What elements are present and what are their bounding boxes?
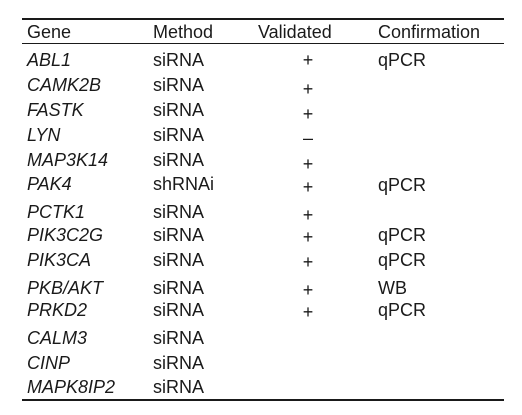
method-cell: siRNA: [153, 250, 205, 270]
validated-cell: +: [302, 177, 314, 197]
method-cell: siRNA: [153, 50, 205, 70]
validated-cell: +: [302, 302, 314, 322]
method-cell: siRNA: [153, 75, 205, 95]
method-cell: siRNA: [153, 300, 205, 320]
method-cell: siRNA: [153, 202, 205, 222]
method-cell: siRNA: [153, 278, 205, 298]
gene-cell: MAPK8IP2: [27, 377, 116, 397]
confirmation-cell: WB: [378, 278, 407, 298]
method-cell: shRNAi: [153, 174, 215, 194]
table-row: PIK3CA siRNA + qPCR: [22, 250, 504, 272]
gene-cell: PIK3CA: [27, 250, 92, 270]
method-cell: siRNA: [153, 353, 205, 373]
method-cell: siRNA: [153, 125, 205, 145]
method-cell: siRNA: [153, 377, 205, 397]
method-cell: siRNA: [153, 328, 205, 348]
gene-cell: MAP3K14: [27, 150, 109, 170]
validated-cell: +: [302, 79, 314, 99]
validated-cell: +: [302, 227, 314, 247]
confirmation-cell: qPCR: [378, 225, 427, 245]
table-row: PKB/AKT siRNA + WB: [22, 278, 504, 300]
gene-cell: ABL1: [27, 50, 72, 70]
method-cell: siRNA: [153, 225, 205, 245]
gene-cell: PKB/AKT: [27, 278, 104, 298]
table-row: ABL1 siRNA + qPCR: [22, 50, 504, 70]
table-row: CINP siRNA: [22, 353, 504, 373]
table-row: PCTK1 siRNA +: [22, 202, 504, 225]
gene-cell: CALM3: [27, 328, 88, 348]
validated-cell: +: [302, 280, 314, 300]
header-gene: Gene: [27, 22, 72, 42]
table-row: PIK3C2G siRNA + qPCR: [22, 225, 504, 247]
gene-cell: PRKD2: [27, 300, 88, 320]
table-row: CALM3 siRNA: [22, 328, 504, 348]
validated-cell: –: [302, 128, 313, 148]
header-rule: [22, 43, 504, 44]
gene-cell: PIK3C2G: [27, 225, 104, 245]
method-cell: siRNA: [153, 150, 205, 170]
confirmation-cell: qPCR: [378, 250, 427, 270]
table-header: Gene Method Validated Confirmation: [22, 22, 504, 42]
validated-cell: +: [302, 205, 314, 225]
gene-cell: FASTK: [27, 100, 84, 120]
validated-cell: +: [302, 50, 314, 70]
table-row: LYN siRNA –: [22, 125, 504, 148]
table-row: MAPK8IP2 siRNA: [22, 377, 504, 397]
header-confirmation: Confirmation: [378, 22, 481, 42]
top-rule: [22, 18, 504, 20]
gene-cell: CAMK2B: [27, 75, 102, 95]
gene-cell: PCTK1: [27, 202, 86, 222]
header-method: Method: [153, 22, 214, 42]
table-row: PRKD2 siRNA + qPCR: [22, 300, 504, 322]
gene-cell: CINP: [27, 353, 71, 373]
validated-cell: +: [302, 252, 314, 272]
table-row: MAP3K14 siRNA +: [22, 150, 504, 174]
validated-cell: +: [302, 104, 314, 124]
confirmation-cell: qPCR: [378, 50, 427, 70]
table-row: FASTK siRNA +: [22, 100, 504, 124]
header-validated: Validated: [258, 22, 332, 42]
method-cell: siRNA: [153, 100, 205, 120]
bottom-rule: [22, 399, 504, 401]
gene-cell: LYN: [27, 125, 61, 145]
confirmation-cell: qPCR: [378, 300, 427, 320]
table-row: PAK4 shRNAi + qPCR: [22, 174, 504, 197]
table-row: CAMK2B siRNA +: [22, 75, 504, 99]
confirmation-cell: qPCR: [378, 175, 427, 195]
gene-cell: PAK4: [27, 174, 72, 194]
validated-cell: +: [302, 154, 314, 174]
